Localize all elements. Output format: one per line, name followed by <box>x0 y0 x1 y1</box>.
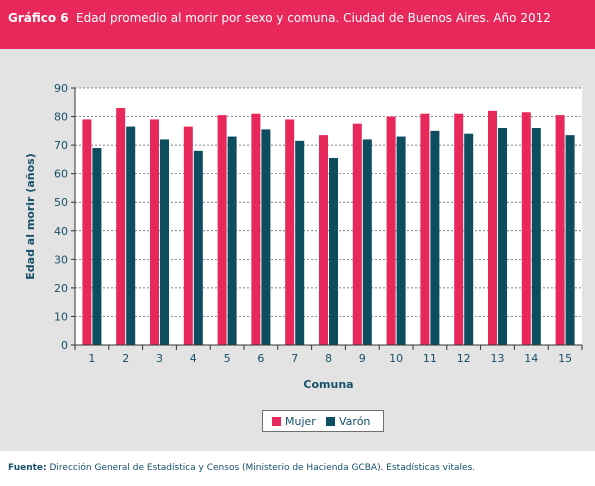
x-tick-label: 3 <box>156 352 163 365</box>
bar-varon <box>430 130 440 345</box>
y-tick-label: 40 <box>54 225 68 238</box>
y-tick-label: 80 <box>54 111 68 124</box>
x-tick-label: 6 <box>257 352 264 365</box>
chart-title: Edad promedio al morir por sexo y comuna… <box>76 11 551 25</box>
bar-varon <box>464 133 474 345</box>
bar-mujer <box>285 119 295 346</box>
bar-varon <box>295 140 305 345</box>
plot-area <box>75 88 582 345</box>
y-tick-label: 0 <box>61 339 68 352</box>
x-tick-label: 4 <box>190 352 197 365</box>
y-tick-label: 90 <box>54 82 68 95</box>
bar-mujer <box>420 113 430 345</box>
bar-mujer <box>352 123 362 345</box>
legend-label-mujer: Mujer <box>285 415 316 428</box>
bar-mujer <box>116 107 126 345</box>
x-tick-label: 13 <box>491 352 505 365</box>
y-tick-label: 30 <box>54 253 68 266</box>
bar-mujer <box>555 115 565 345</box>
bar-mujer <box>386 116 396 345</box>
x-tick-label: 15 <box>558 352 572 365</box>
bar-varon <box>160 139 169 345</box>
figure-number: Gráfico 6 <box>8 11 69 25</box>
bar-varon <box>227 136 237 345</box>
bar-varon <box>362 139 372 345</box>
source-label: Fuente: <box>8 463 47 473</box>
bar-varon <box>531 127 541 345</box>
legend-swatch-mujer <box>272 417 281 426</box>
y-tick-label: 50 <box>54 196 68 209</box>
legend-swatch-varon <box>326 417 335 426</box>
x-tick-label: 11 <box>423 352 437 365</box>
x-tick-label: 14 <box>524 352 538 365</box>
legend-item-varon: Varón <box>326 415 370 428</box>
bar-mujer <box>251 113 261 345</box>
bar-mujer <box>150 119 159 346</box>
x-axis-title: Comuna <box>303 378 353 391</box>
x-tick-label: 12 <box>457 352 471 365</box>
bar-mujer <box>183 126 193 345</box>
x-tick-label: 5 <box>224 352 231 365</box>
x-tick-label: 1 <box>88 352 95 365</box>
source-footer: Fuente: Dirección General de Estadística… <box>0 451 595 486</box>
bar-varon <box>193 150 203 345</box>
y-tick-label: 10 <box>54 310 68 323</box>
y-axis-title: Edad al morir (años) <box>24 153 37 279</box>
x-tick-label: 10 <box>389 352 403 365</box>
bar-varon <box>126 126 136 345</box>
source-text: Dirección General de Estadística y Censo… <box>49 463 476 473</box>
bar-mujer <box>521 112 531 346</box>
bar-varon <box>92 147 102 345</box>
bar-varon <box>498 127 507 345</box>
y-tick-label: 20 <box>54 282 68 295</box>
y-tick-label: 60 <box>54 168 68 181</box>
x-tick-label: 8 <box>325 352 332 365</box>
legend-item-mujer: Mujer <box>272 415 316 428</box>
legend: Mujer Varón <box>262 410 384 432</box>
bar-mujer <box>319 135 328 345</box>
x-tick-label: 9 <box>359 352 366 365</box>
legend-label-varon: Varón <box>339 415 371 428</box>
bar-varon <box>565 135 575 345</box>
chart-header: Gráfico 6 Edad promedio al morir por sex… <box>0 0 595 49</box>
x-tick-label: 7 <box>291 352 298 365</box>
y-tick-label: 70 <box>54 139 68 152</box>
bar-varon <box>261 129 271 345</box>
bar-mujer <box>454 113 464 345</box>
bar-varon <box>329 157 338 345</box>
bar-mujer <box>217 115 227 345</box>
bar-mujer <box>488 110 497 345</box>
source-note: Fuente: Dirección General de Estadística… <box>8 463 475 473</box>
x-tick-label: 2 <box>122 352 129 365</box>
bar-mujer <box>82 119 92 346</box>
bar-varon <box>396 136 406 345</box>
